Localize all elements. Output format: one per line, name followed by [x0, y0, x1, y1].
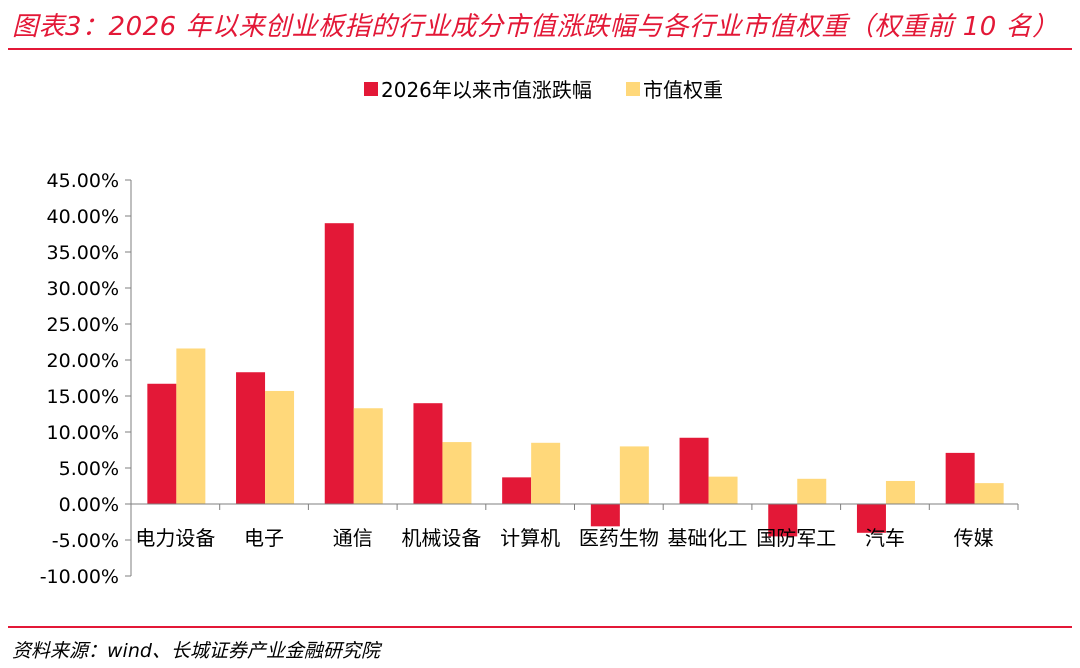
bar-2-8: [797, 478, 827, 504]
y-tick-label: 30.00%: [47, 278, 119, 300]
x-category-label: 医药生物: [579, 526, 659, 550]
y-tick-label: 0.00%: [59, 494, 119, 516]
y-axis: 45.00% 40.00% 35.00% 30.00% 25.00% 20.00% 15.0…: [40, 170, 132, 588]
y-tick-label: 5.00%: [59, 458, 119, 480]
y-tick-label: 45.00%: [47, 170, 119, 192]
x-category-label: 机械设备: [401, 526, 481, 550]
y-tick-label: 25.00%: [47, 314, 119, 336]
bar-1-3: [324, 223, 354, 504]
bar-1-7: [679, 437, 709, 504]
title-divider: [8, 48, 1072, 50]
legend-label-1: 2026年以来市值涨跌幅: [381, 78, 592, 102]
y-tick-label: 10.00%: [47, 422, 119, 444]
bar-1-5: [502, 477, 532, 504]
bar-2-7: [708, 476, 738, 504]
bar-2-9: [885, 480, 915, 504]
y-tick-label: -10.00%: [40, 566, 119, 588]
bar-2-10: [974, 483, 1004, 504]
x-category-label: 汽车: [865, 526, 905, 550]
bar-1-8: [768, 504, 798, 537]
x-category-label: 通信: [333, 526, 373, 550]
x-category-label: 传媒: [954, 526, 994, 550]
bar-2-3: [353, 408, 383, 504]
x-category-label: 国防军工: [756, 526, 836, 550]
bar-1-6: [590, 504, 620, 527]
bar-1-2: [236, 372, 266, 504]
bar-2-4: [442, 442, 472, 504]
y-tick-label: 40.00%: [47, 206, 119, 228]
x-axis: 电力设备 电子 通信 机械设备 计算机 医药生物 基础化工 国防军工 汽车 传媒: [130, 503, 1019, 550]
legend-swatch-2: [626, 82, 640, 96]
x-category-label: 计算机: [500, 526, 560, 550]
bar-2-2: [265, 390, 295, 504]
footer-divider: [8, 626, 1072, 628]
bar-1-9: [856, 504, 886, 533]
y-tick-label: 20.00%: [47, 350, 119, 372]
x-category-label: 基础化工: [668, 526, 748, 550]
legend-label-2: 市值权重: [643, 78, 723, 102]
bars: [147, 223, 1004, 537]
bar-chart: 2026年以来市值涨跌幅 市值权重 45.00% 40.00% 35.00% 30.00…: [40, 78, 1019, 588]
source-note: 资料来源：wind、长城证券产业金融研究院: [12, 640, 380, 662]
bar-1-1: [147, 383, 177, 504]
bar-1-4: [413, 403, 443, 504]
bar-2-6: [619, 446, 649, 504]
bar-2-1: [176, 348, 206, 504]
chart-title: 图表3：2026 年以来创业板指的行业成分市值涨跌幅与各行业市值权重（权重前 1…: [12, 12, 1059, 42]
x-category-label: 电子: [244, 526, 284, 550]
bar-1-10: [945, 452, 975, 504]
y-tick-label: 35.00%: [47, 242, 119, 264]
y-tick-label: -5.00%: [52, 530, 119, 552]
y-tick-label: 15.00%: [47, 386, 119, 408]
x-category-label: 电力设备: [135, 526, 215, 550]
legend-swatch-1: [364, 82, 378, 96]
legend: 2026年以来市值涨跌幅 市值权重: [364, 78, 723, 102]
bar-2-5: [531, 442, 561, 504]
